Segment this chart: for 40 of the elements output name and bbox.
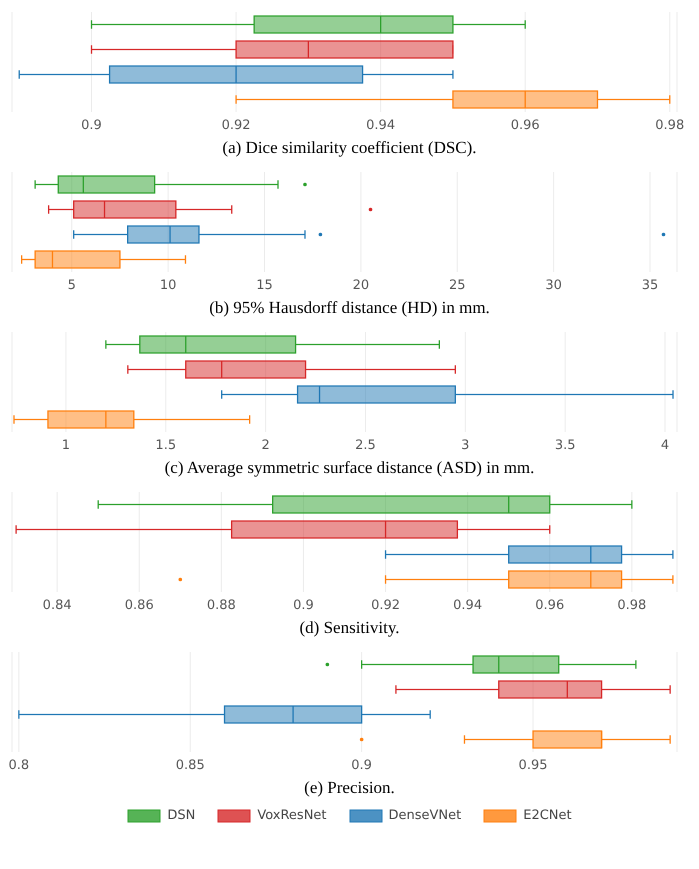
x-tick-label: 10: [160, 278, 176, 294]
x-tick-label: 2: [261, 438, 270, 454]
x-tick-label: 0.94: [366, 118, 396, 134]
x-tick-label: 0.86: [124, 598, 154, 614]
x-tick-label: 4: [660, 438, 670, 454]
x-tick-label: 1: [62, 438, 70, 454]
x-tick-label: 0.95: [518, 758, 548, 774]
x-tick-label: 25: [448, 278, 466, 294]
x-tick-label: 0.9: [81, 118, 102, 134]
text: (c) Average symmetric surface distance (ASD) in mm.: [164, 458, 536, 478]
x-tick-label: 20: [352, 278, 370, 294]
x-tick-label: 0.84: [42, 598, 72, 614]
x-tick-label: 0.92: [371, 598, 400, 614]
x-tick-label: 0.98: [655, 118, 684, 134]
x-tick-label: 2.5: [355, 438, 376, 454]
text: (d) Sensitivity.: [298, 618, 400, 638]
x-tick-label: 0.9: [293, 598, 314, 614]
x-tick-label: 0.96: [535, 598, 564, 614]
x-tick-label: 15: [256, 278, 273, 294]
x-tick-label: 0.88: [206, 598, 236, 614]
legend-label: E2CNet: [523, 808, 572, 823]
text: (b) 95% Hausdorff distance (HD) in mm.: [208, 298, 491, 318]
x-tick-label: 1.5: [155, 438, 176, 454]
x-tick-label: 0.85: [176, 758, 205, 774]
x-tick-label: 0.98: [617, 598, 646, 614]
x-tick-label: 3.5: [554, 438, 576, 454]
x-tick-label: 30: [545, 278, 562, 294]
x-tick-label: 3: [461, 438, 470, 454]
text: (e) Precision.: [303, 778, 396, 798]
x-tick-label: 0.9: [351, 758, 372, 774]
x-tick-label: 0.92: [222, 118, 251, 134]
legend-label: DenseVNet: [388, 808, 462, 823]
text: (a) Dice similarity coefficient (DSC).: [221, 138, 478, 158]
x-tick-label: 0.94: [453, 598, 482, 614]
x-tick-label: 0.8: [8, 758, 30, 774]
x-tick-label: 5: [68, 278, 76, 294]
x-tick-label: 0.96: [510, 118, 540, 134]
x-tick-label: 35: [642, 278, 658, 294]
legend-label: VoxResNet: [257, 808, 327, 823]
legend-label: DSN: [167, 808, 196, 823]
